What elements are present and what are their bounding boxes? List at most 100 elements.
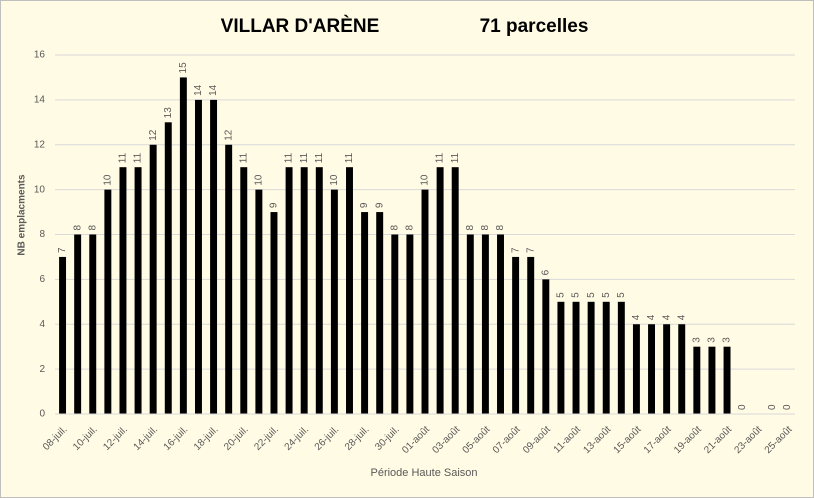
bar xyxy=(74,234,82,414)
value-label: 14 xyxy=(193,84,204,96)
y-tick-label: 4 xyxy=(39,319,45,330)
bar xyxy=(315,167,323,414)
bar xyxy=(255,189,263,414)
bar xyxy=(421,189,429,414)
bar xyxy=(481,234,489,414)
value-label: 8 xyxy=(389,225,400,231)
bar xyxy=(557,301,565,414)
bar xyxy=(451,167,459,414)
bar xyxy=(330,189,338,414)
bar xyxy=(376,212,384,414)
value-label: 11 xyxy=(299,152,310,163)
value-label: 10 xyxy=(420,174,431,186)
value-label: 11 xyxy=(314,152,325,163)
value-label: 12 xyxy=(148,129,159,141)
value-label: 8 xyxy=(72,225,83,231)
bar xyxy=(632,324,640,414)
value-label: 5 xyxy=(616,292,627,298)
bar xyxy=(617,301,625,414)
y-tick-label: 16 xyxy=(34,50,46,61)
value-label: 3 xyxy=(707,337,718,343)
bar xyxy=(466,234,474,414)
value-label: 5 xyxy=(601,292,612,298)
y-tick-label: 2 xyxy=(39,364,45,375)
bar xyxy=(149,144,157,414)
value-label: 8 xyxy=(465,225,476,231)
bar xyxy=(225,144,233,414)
value-label: 7 xyxy=(57,247,68,253)
value-label: 9 xyxy=(269,202,280,208)
bar xyxy=(240,167,248,414)
y-tick-label: 10 xyxy=(34,184,46,195)
bar xyxy=(587,301,595,414)
value-label: 3 xyxy=(691,337,702,343)
chart-subtitle: 71 parcelles xyxy=(480,16,589,37)
bar xyxy=(708,346,716,414)
bar xyxy=(542,279,550,414)
bar xyxy=(300,167,308,414)
value-label: 4 xyxy=(661,314,672,320)
bar xyxy=(134,167,142,414)
value-label: 7 xyxy=(510,247,521,253)
y-tick-label: 6 xyxy=(39,274,45,285)
y-tick-label: 14 xyxy=(34,95,46,106)
bar xyxy=(270,212,278,414)
bar xyxy=(406,234,414,414)
x-axis-label: Période Haute Saison xyxy=(370,467,477,479)
bar xyxy=(285,167,293,414)
bar xyxy=(104,189,112,414)
value-label: 4 xyxy=(646,314,657,320)
y-axis-label: NB emplacments xyxy=(17,174,28,256)
bar xyxy=(194,99,202,414)
value-label: 0 xyxy=(782,404,793,410)
value-label: 9 xyxy=(374,202,385,208)
value-label: 0 xyxy=(737,404,748,410)
bar xyxy=(210,99,218,414)
value-label: 11 xyxy=(118,152,129,163)
value-label: 0 xyxy=(767,404,778,410)
bar xyxy=(497,234,504,414)
value-label: 5 xyxy=(586,292,597,298)
bar xyxy=(164,122,172,414)
bar xyxy=(512,256,520,414)
value-label: 8 xyxy=(495,225,506,231)
bar xyxy=(572,301,580,414)
value-label: 11 xyxy=(133,152,144,163)
bar xyxy=(119,167,127,414)
bar xyxy=(693,346,701,414)
bar xyxy=(179,77,187,414)
bar xyxy=(89,234,97,414)
bar xyxy=(391,234,399,414)
value-label: 11 xyxy=(238,152,249,163)
y-tick-label: 12 xyxy=(34,139,46,150)
bar xyxy=(723,346,731,414)
value-label: 7 xyxy=(525,247,536,253)
bar xyxy=(346,167,353,414)
value-label: 10 xyxy=(102,174,113,186)
bar xyxy=(678,324,686,414)
value-label: 11 xyxy=(435,152,446,163)
value-label: 10 xyxy=(254,174,265,186)
y-tick-label: 0 xyxy=(39,409,45,420)
value-label: 8 xyxy=(405,225,416,231)
value-label: 8 xyxy=(480,225,491,231)
bar xyxy=(361,212,369,414)
value-label: 5 xyxy=(571,292,582,298)
value-label: 4 xyxy=(676,314,687,320)
value-label: 11 xyxy=(344,152,355,163)
value-label: 13 xyxy=(163,107,174,119)
bar xyxy=(59,256,67,414)
value-label: 9 xyxy=(359,202,370,208)
bar xyxy=(602,301,610,414)
value-label: 5 xyxy=(556,292,567,298)
value-label: 4 xyxy=(631,314,642,320)
value-label: 8 xyxy=(87,225,98,231)
value-label: 11 xyxy=(284,152,295,163)
value-label: 14 xyxy=(208,84,219,96)
value-label: 10 xyxy=(329,174,340,186)
chart-title: VILLAR D'ARÈNE xyxy=(221,15,380,37)
value-label: 6 xyxy=(540,269,551,275)
bar xyxy=(436,167,444,414)
bar xyxy=(527,256,535,414)
